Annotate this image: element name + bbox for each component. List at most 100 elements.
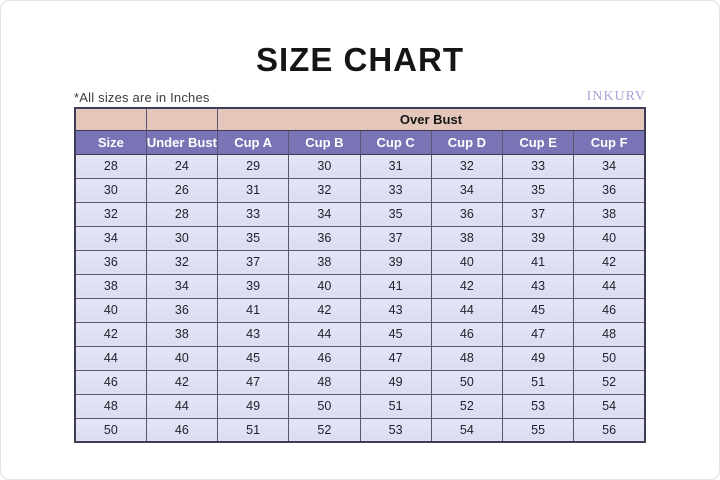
table-cell: 46 bbox=[288, 345, 361, 371]
table-cell: 49 bbox=[216, 393, 290, 419]
column-header-under-bust: Under Bust bbox=[145, 129, 219, 155]
table-cell: 44 bbox=[145, 393, 219, 419]
table-cell: 37 bbox=[501, 201, 575, 227]
table-row: 50 46 51 52 53 54 55 56 bbox=[74, 417, 646, 443]
table-cell: 48 bbox=[430, 345, 504, 371]
table-row: 36 32 37 38 39 40 41 42 bbox=[74, 249, 646, 275]
table-row: 28 24 29 30 31 32 33 34 bbox=[74, 153, 646, 179]
table-cell: 38 bbox=[430, 225, 504, 251]
table-cell: 48 bbox=[74, 393, 147, 419]
table-cell: 36 bbox=[74, 249, 147, 275]
table-cell: 56 bbox=[573, 417, 646, 443]
empty-header-cell bbox=[74, 107, 147, 131]
table-cell: 33 bbox=[359, 177, 432, 203]
column-header-cup-e: Cup E bbox=[501, 129, 575, 155]
table-cell: 24 bbox=[145, 153, 219, 179]
table-row: 44 40 45 46 47 48 49 50 bbox=[74, 345, 646, 371]
table-cell: 46 bbox=[573, 297, 646, 323]
table-cell: 28 bbox=[145, 201, 219, 227]
table-cell: 26 bbox=[145, 177, 219, 203]
table-cell: 37 bbox=[216, 249, 290, 275]
table-cell: 38 bbox=[145, 321, 219, 347]
table-cell: 46 bbox=[430, 321, 504, 347]
table-cell: 44 bbox=[430, 297, 504, 323]
table-cell: 49 bbox=[501, 345, 575, 371]
table-cell: 41 bbox=[359, 273, 432, 299]
table-cell: 47 bbox=[501, 321, 575, 347]
table-cell: 35 bbox=[501, 177, 575, 203]
table-cell: 42 bbox=[430, 273, 504, 299]
table-cell: 51 bbox=[216, 417, 290, 443]
table-cell: 33 bbox=[216, 201, 290, 227]
column-header-cup-c: Cup C bbox=[359, 129, 432, 155]
brand-logo: INKURV bbox=[586, 89, 646, 104]
table-cell: 36 bbox=[573, 177, 646, 203]
table-cell: 39 bbox=[359, 249, 432, 275]
table-cell: 49 bbox=[359, 369, 432, 395]
table-row: 42 38 43 44 45 46 47 48 bbox=[74, 321, 646, 347]
table-cell: 44 bbox=[573, 273, 646, 299]
column-header-cup-f: Cup F bbox=[573, 129, 646, 155]
table-cell: 52 bbox=[288, 417, 361, 443]
table-cell: 52 bbox=[430, 393, 504, 419]
table-cell: 46 bbox=[145, 417, 219, 443]
table-cell: 45 bbox=[501, 297, 575, 323]
table-cell: 44 bbox=[288, 321, 361, 347]
table-cell: 34 bbox=[74, 225, 147, 251]
table-row: 40 36 41 42 43 44 45 46 bbox=[74, 297, 646, 323]
table-cell: 31 bbox=[359, 153, 432, 179]
column-header-cup-b: Cup B bbox=[288, 129, 361, 155]
table-cell: 41 bbox=[216, 297, 290, 323]
table-cell: 40 bbox=[288, 273, 361, 299]
table-cell: 50 bbox=[573, 345, 646, 371]
table-cell: 30 bbox=[145, 225, 219, 251]
table-cell: 34 bbox=[145, 273, 219, 299]
table-cell: 50 bbox=[288, 393, 361, 419]
sizes-note: *All sizes are in Inches bbox=[74, 90, 210, 105]
table-cell: 40 bbox=[145, 345, 219, 371]
table-cell: 54 bbox=[573, 393, 646, 419]
table-cell: 40 bbox=[430, 249, 504, 275]
table-row: 34 30 35 36 37 38 39 40 bbox=[74, 225, 646, 251]
table-cell: 45 bbox=[216, 345, 290, 371]
table-cell: 55 bbox=[501, 417, 575, 443]
table-cell: 32 bbox=[145, 249, 219, 275]
table-cell: 31 bbox=[216, 177, 290, 203]
table-cell: 48 bbox=[288, 369, 361, 395]
table-cell: 29 bbox=[216, 153, 290, 179]
size-chart-table: Over Bust Size Under Bust Cup A Cup B Cu… bbox=[74, 107, 646, 443]
empty-header-cell bbox=[145, 107, 219, 131]
table-cell: 44 bbox=[74, 345, 147, 371]
table-cell: 45 bbox=[359, 321, 432, 347]
table-cell: 36 bbox=[430, 201, 504, 227]
table-cell: 28 bbox=[74, 153, 147, 179]
table-cell: 30 bbox=[288, 153, 361, 179]
table-cell: 33 bbox=[501, 153, 575, 179]
table-cell: 36 bbox=[288, 225, 361, 251]
meta-row: *All sizes are in Inches INKURV bbox=[74, 89, 646, 105]
table-cell: 54 bbox=[430, 417, 504, 443]
table-cell: 50 bbox=[74, 417, 147, 443]
table-cell: 41 bbox=[501, 249, 575, 275]
table-cell: 43 bbox=[216, 321, 290, 347]
table-cell: 39 bbox=[216, 273, 290, 299]
table-cell: 53 bbox=[359, 417, 432, 443]
table-row: 30 26 31 32 33 34 35 36 bbox=[74, 177, 646, 203]
table-cell: 50 bbox=[430, 369, 504, 395]
table-cell: 38 bbox=[74, 273, 147, 299]
table-cell: 39 bbox=[501, 225, 575, 251]
table-cell: 43 bbox=[501, 273, 575, 299]
table-cell: 34 bbox=[573, 153, 646, 179]
table-cell: 42 bbox=[288, 297, 361, 323]
table-cell: 34 bbox=[430, 177, 504, 203]
table-cell: 40 bbox=[74, 297, 147, 323]
table-cell: 32 bbox=[430, 153, 504, 179]
column-header-cup-a: Cup A bbox=[216, 129, 290, 155]
table-cell: 32 bbox=[288, 177, 361, 203]
table-cell: 36 bbox=[145, 297, 219, 323]
size-chart-body: 28 24 29 30 31 32 33 34 30 26 31 32 33 34 35 36 32 28 33 34… bbox=[74, 153, 646, 443]
column-header-size: Size bbox=[74, 129, 147, 155]
table-cell: 51 bbox=[501, 369, 575, 395]
table-cell: 38 bbox=[288, 249, 361, 275]
